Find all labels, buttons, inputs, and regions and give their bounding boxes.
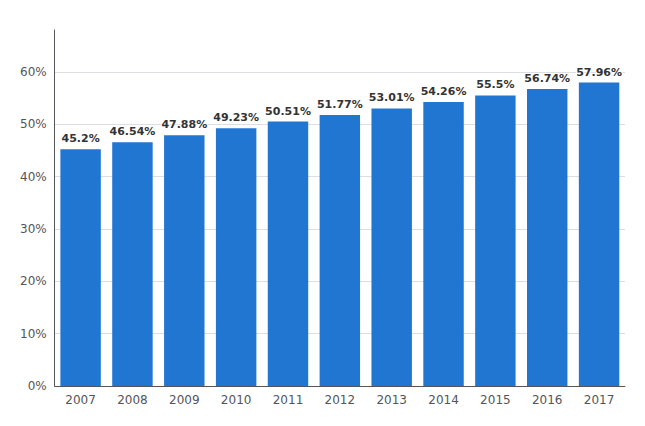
svg-text:47.88%: 47.88% — [161, 118, 207, 131]
svg-text:60%: 60% — [20, 65, 47, 79]
svg-text:2012: 2012 — [325, 393, 356, 407]
svg-text:45.2%: 45.2% — [62, 132, 100, 145]
svg-text:2014: 2014 — [428, 393, 459, 407]
svg-text:2009: 2009 — [169, 393, 200, 407]
svg-text:30%: 30% — [20, 222, 47, 236]
svg-text:40%: 40% — [20, 170, 47, 184]
svg-text:49.23%: 49.23% — [213, 111, 259, 124]
svg-text:55.5%: 55.5% — [476, 78, 514, 91]
svg-text:57.96%: 57.96% — [576, 66, 622, 79]
svg-text:50.51%: 50.51% — [265, 105, 311, 118]
svg-text:53.01%: 53.01% — [369, 91, 415, 104]
svg-text:2011: 2011 — [273, 393, 304, 407]
svg-text:54.26%: 54.26% — [421, 85, 467, 98]
svg-text:2015: 2015 — [480, 393, 511, 407]
svg-text:2017: 2017 — [584, 393, 615, 407]
svg-text:2008: 2008 — [117, 393, 148, 407]
svg-text:2016: 2016 — [532, 393, 563, 407]
svg-text:0%: 0% — [28, 379, 47, 393]
svg-text:46.54%: 46.54% — [110, 125, 156, 138]
svg-text:20%: 20% — [20, 274, 47, 288]
svg-text:2013: 2013 — [376, 393, 407, 407]
svg-text:2010: 2010 — [221, 393, 252, 407]
svg-text:50%: 50% — [20, 117, 47, 131]
svg-text:2007: 2007 — [65, 393, 96, 407]
svg-text:51.77%: 51.77% — [317, 98, 363, 111]
svg-text:56.74%: 56.74% — [524, 72, 570, 85]
svg-text:10%: 10% — [20, 327, 47, 341]
